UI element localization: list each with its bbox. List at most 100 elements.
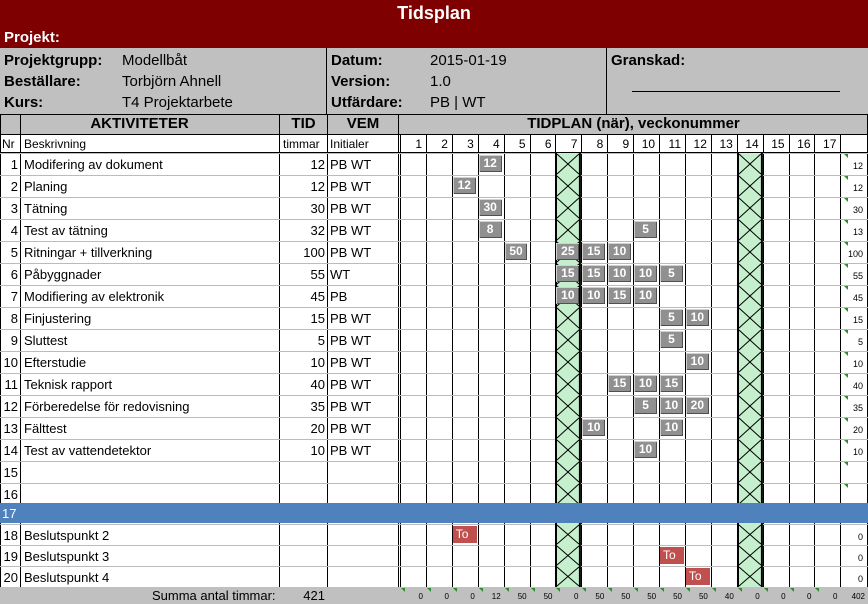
activity-description[interactable]: Test av tätning <box>24 223 108 238</box>
schedule-block[interactable]: 5 <box>634 221 657 238</box>
schedule-block[interactable]: 10 <box>660 419 683 436</box>
activity-initials[interactable]: PB WT <box>330 157 372 172</box>
schedule-block[interactable]: 10 <box>582 287 606 304</box>
schedule-block[interactable]: 50 <box>504 243 528 260</box>
activity-description[interactable]: Modifering av dokument <box>24 157 163 172</box>
milestone-description[interactable]: Beslutspunkt 2 <box>24 528 110 543</box>
comment-marker <box>844 330 848 334</box>
activity-initials[interactable]: PB WT <box>330 311 372 326</box>
activity-hours[interactable]: 30 <box>310 201 325 216</box>
activity-description[interactable]: Sluttest <box>24 333 68 348</box>
milestone-description[interactable]: Beslutspunkt 3 <box>24 549 110 564</box>
schedule-block[interactable]: 10 <box>634 265 657 282</box>
activity-hours[interactable]: 55 <box>310 267 325 282</box>
header-aktiviteter: AKTIVITETER <box>90 115 189 132</box>
activity-hours[interactable]: 20 <box>310 421 325 436</box>
row-number: 9 <box>10 333 18 348</box>
milestone-marker[interactable]: To <box>452 526 477 543</box>
week-sum: 50 <box>647 592 657 601</box>
version-value[interactable]: 1.0 <box>430 73 451 90</box>
activity-initials[interactable]: PB WT <box>330 201 372 216</box>
grid-line <box>0 115 1 604</box>
activity-description[interactable]: Ritningar + tillverkning <box>24 245 153 260</box>
schedule-block[interactable]: 12 <box>452 177 476 194</box>
activity-description[interactable]: Finjustering <box>24 311 92 326</box>
activity-hours[interactable]: 15 <box>310 311 325 326</box>
schedule-block[interactable]: 5 <box>660 331 683 348</box>
projektgrupp-value[interactable]: Modellbåt <box>122 52 188 69</box>
activity-hours[interactable]: 5 <box>317 333 325 348</box>
activity-hours[interactable]: 12 <box>310 157 325 172</box>
bestallare-value[interactable]: Torbjörn Ahnell <box>122 73 222 90</box>
activity-hours[interactable]: 32 <box>310 223 325 238</box>
schedule-block[interactable]: 10 <box>634 375 657 392</box>
activity-description[interactable]: Fälttest <box>24 421 67 436</box>
schedule-block[interactable]: 5 <box>634 397 657 414</box>
schedule-block[interactable]: 10 <box>660 397 683 414</box>
schedule-block[interactable]: 10 <box>608 243 632 260</box>
activity-hours[interactable]: 35 <box>310 399 325 414</box>
schedule-block[interactable]: 15 <box>582 243 606 260</box>
datum-value[interactable]: 2015-01-19 <box>430 52 507 69</box>
activity-hours[interactable]: 12 <box>310 179 325 194</box>
row-total: 0 <box>857 553 863 563</box>
activity-initials[interactable]: PB WT <box>330 421 372 436</box>
schedule-block[interactable]: 12 <box>478 155 502 172</box>
kurs-value[interactable]: T4 Projektarbete <box>122 94 233 111</box>
activity-description[interactable]: Påbyggnader <box>24 267 102 282</box>
comment-marker <box>582 588 587 592</box>
activity-description[interactable]: Förberedelse för redovisning <box>24 399 190 414</box>
schedule-block[interactable]: 5 <box>660 265 683 282</box>
schedule-block[interactable]: 10 <box>685 353 709 370</box>
activity-description[interactable]: Modifiering av elektronik <box>24 289 165 304</box>
activity-description[interactable]: Planing <box>24 179 68 194</box>
grid-line <box>0 566 868 567</box>
bestallare-label: Beställare: <box>4 73 81 90</box>
activity-initials[interactable]: PB WT <box>330 179 372 194</box>
milestone-description[interactable]: Beslutspunkt 4 <box>24 570 110 585</box>
comment-marker <box>844 264 848 268</box>
activity-description[interactable]: Teknisk rapport <box>24 377 113 392</box>
activity-initials[interactable]: PB WT <box>330 377 372 392</box>
schedule-block[interactable]: 15 <box>582 265 606 282</box>
schedule-block[interactable]: 20 <box>685 397 709 414</box>
datum-label: Datum: <box>331 52 383 69</box>
activity-initials[interactable]: PB WT <box>330 223 372 238</box>
schedule-block[interactable]: 15 <box>608 287 632 304</box>
activity-description[interactable]: Tätning <box>24 201 68 216</box>
activity-hours[interactable]: 40 <box>310 377 325 392</box>
schedule-block[interactable]: 25 <box>556 243 580 260</box>
activity-initials[interactable]: PB WT <box>330 355 372 370</box>
schedule-block[interactable]: 10 <box>634 287 657 304</box>
activity-hours[interactable]: 45 <box>310 289 325 304</box>
row-number: 7 <box>10 289 18 304</box>
activity-hours[interactable]: 100 <box>303 245 325 260</box>
schedule-block[interactable]: 10 <box>582 419 606 436</box>
activity-initials[interactable]: PB WT <box>330 443 372 458</box>
activity-initials[interactable]: WT <box>330 267 351 282</box>
utfardare-value[interactable]: PB | WT <box>430 94 486 111</box>
schedule-block[interactable]: 15 <box>608 375 632 392</box>
week-sum: 50 <box>698 592 708 601</box>
activity-hours[interactable]: 10 <box>310 443 325 458</box>
schedule-block[interactable]: 30 <box>478 199 502 216</box>
schedule-block[interactable]: 8 <box>478 221 502 238</box>
activity-initials[interactable]: PB WT <box>330 245 372 260</box>
schedule-block[interactable]: 5 <box>660 309 683 326</box>
row-number: 14 <box>3 443 18 458</box>
schedule-block[interactable]: 10 <box>634 441 657 458</box>
activity-initials[interactable]: PB <box>330 289 348 304</box>
activity-description[interactable]: Efterstudie <box>24 355 87 370</box>
schedule-block[interactable]: 10 <box>556 287 580 304</box>
activity-initials[interactable]: PB WT <box>330 333 372 348</box>
schedule-block[interactable]: 10 <box>608 265 632 282</box>
schedule-block[interactable]: 10 <box>685 309 709 326</box>
schedule-block[interactable]: 15 <box>556 265 580 282</box>
activity-initials[interactable]: PB WT <box>330 399 372 414</box>
schedule-block[interactable]: 15 <box>660 375 683 392</box>
milestone-marker[interactable]: To <box>685 568 710 585</box>
activity-description[interactable]: Test av vattendetektor <box>24 443 152 458</box>
week-number: 4 <box>493 137 500 151</box>
milestone-marker[interactable]: To <box>660 547 684 564</box>
activity-hours[interactable]: 10 <box>310 355 325 370</box>
